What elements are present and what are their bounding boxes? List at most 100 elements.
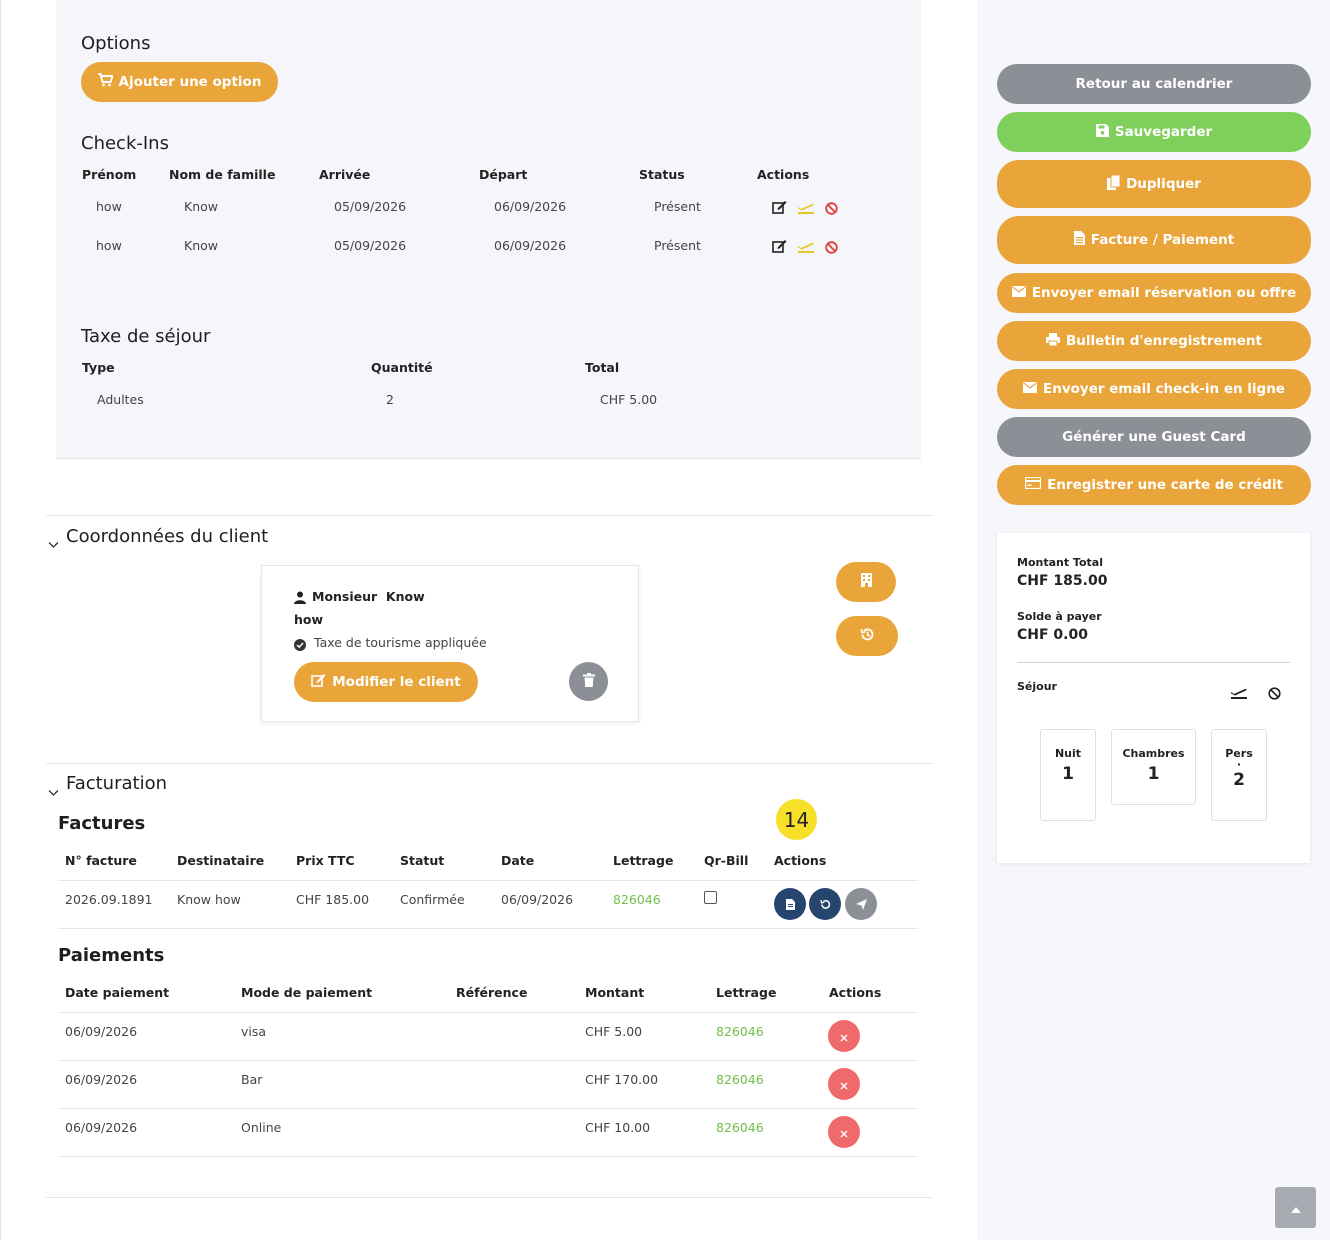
chevron-down-icon[interactable] <box>48 534 59 553</box>
qr-bill-checkbox[interactable] <box>704 891 717 904</box>
cancel-icon[interactable] <box>1268 685 1281 704</box>
scroll-to-top-button[interactable] <box>1275 1187 1316 1228</box>
envelope-icon <box>1023 381 1038 397</box>
checkin-depart: 06/09/2026 <box>494 199 567 214</box>
add-option-button[interactable]: Ajouter une option <box>81 62 278 102</box>
taxe-title: Taxe de séjour <box>81 326 211 347</box>
generate-guest-card-label: Générer une Guest Card <box>1062 429 1246 445</box>
trash-icon <box>582 672 595 691</box>
payments-title: Paiements <box>58 945 165 966</box>
chevron-down-icon[interactable] <box>48 782 59 801</box>
registration-form-button[interactable]: Bulletin d'enregistrement <box>997 321 1311 361</box>
company-button[interactable] <box>836 562 896 602</box>
edit-icon <box>311 673 326 691</box>
duplicate-button[interactable]: Dupliquer <box>997 160 1311 208</box>
plane-departure-icon[interactable] <box>797 199 815 218</box>
persons-box: Pers · 2 <box>1211 729 1267 821</box>
invoice-statut: Confirmée <box>400 892 465 907</box>
stay-label: Séjour <box>1017 680 1057 693</box>
invoice-header-actions: Actions <box>774 853 827 868</box>
send-checkin-email-button[interactable]: Envoyer email check-in en ligne <box>997 369 1311 409</box>
back-to-calendar-button[interactable]: Retour au calendrier <box>997 64 1311 104</box>
add-option-label: Ajouter une option <box>118 74 262 90</box>
payment-lettrage[interactable]: 826046 <box>716 1120 764 1135</box>
invoice-header-prix: Prix TTC <box>296 853 355 868</box>
client-name: Monsieur Know <box>312 589 425 604</box>
invoice-header-statut: Statut <box>400 853 445 868</box>
invoice-payment-button[interactable]: Facture / Paiement <box>997 216 1311 264</box>
persons-value: 2 <box>1233 770 1245 790</box>
credit-card-icon <box>1024 476 1042 493</box>
plane-departure-icon[interactable] <box>797 238 815 257</box>
page-left-border <box>0 0 1 1240</box>
payment-header-lettrage: Lettrage <box>716 985 777 1000</box>
payment-lettrage[interactable]: 826046 <box>716 1024 764 1039</box>
payment-lettrage[interactable]: 826046 <box>716 1072 764 1087</box>
document-icon <box>785 895 795 914</box>
table-divider <box>58 928 918 929</box>
regenerate-invoice-button[interactable] <box>809 888 841 920</box>
history-button[interactable] <box>836 616 898 656</box>
send-reservation-email-button[interactable]: Envoyer email réservation ou offre <box>997 273 1311 313</box>
checkin-prenom: how <box>96 238 122 253</box>
cancel-icon[interactable] <box>825 239 838 258</box>
edit-client-button[interactable]: Modifier le client <box>294 662 478 702</box>
table-divider <box>58 1012 918 1013</box>
summary-divider <box>1017 662 1290 663</box>
payment-mode: visa <box>241 1024 267 1039</box>
client-section-title[interactable]: Coordonnées du client <box>66 526 269 547</box>
delete-payment-button[interactable] <box>828 1116 860 1148</box>
rooms-label: Chambres <box>1122 747 1185 760</box>
registration-form-label: Bulletin d'enregistrement <box>1066 333 1262 349</box>
nights-value: 1 <box>1062 764 1074 784</box>
taxe-header-total: Total <box>585 360 620 375</box>
caret-up-icon <box>1290 1198 1301 1217</box>
invoice-header-qrbill: Qr-Bill <box>704 853 749 868</box>
send-checkin-email-label: Envoyer email check-in en ligne <box>1043 381 1285 397</box>
rooms-value: 1 <box>1147 764 1160 784</box>
checkins-header-status: Status <box>639 167 685 182</box>
persons-separator: · <box>1236 758 1242 771</box>
view-invoice-button[interactable] <box>774 888 806 920</box>
delete-payment-button[interactable] <box>828 1068 860 1100</box>
register-credit-card-label: Enregistrer une carte de crédit <box>1047 477 1283 493</box>
register-credit-card-button[interactable]: Enregistrer une carte de crédit <box>997 465 1311 505</box>
delete-client-button[interactable] <box>569 662 608 701</box>
taxe-header-type: Type <box>82 360 115 375</box>
client-first-name: how <box>294 612 324 627</box>
total-amount-value: CHF 185.00 <box>1017 573 1108 589</box>
table-divider <box>58 1060 918 1061</box>
payment-montant: CHF 10.00 <box>585 1120 651 1135</box>
checkins-header-arrivee: Arrivée <box>319 167 371 182</box>
close-icon <box>840 1027 848 1046</box>
generate-guest-card-button[interactable]: Générer une Guest Card <box>997 417 1311 457</box>
building-icon <box>860 573 872 591</box>
send-invoice-button[interactable] <box>845 888 877 920</box>
user-icon <box>294 589 306 608</box>
save-label: Sauvegarder <box>1114 124 1213 140</box>
close-icon <box>840 1075 848 1094</box>
checkin-status: Présent <box>654 199 701 214</box>
checkin-depart: 06/09/2026 <box>494 238 567 253</box>
plane-departure-icon[interactable] <box>1230 684 1248 703</box>
cancel-icon[interactable] <box>825 200 838 219</box>
total-amount-label: Montant Total <box>1017 556 1103 569</box>
balance-label: Solde à payer <box>1017 610 1102 623</box>
table-divider <box>58 880 918 881</box>
invoice-header-numero: N° facture <box>65 853 137 868</box>
checkins-title: Check-Ins <box>81 133 169 154</box>
invoice-lettrage[interactable]: 826046 <box>613 892 661 907</box>
edit-icon[interactable] <box>772 199 787 218</box>
envelope-icon <box>1011 285 1026 301</box>
print-icon <box>1046 332 1061 350</box>
delete-payment-button[interactable] <box>828 1020 860 1052</box>
edit-icon[interactable] <box>772 238 787 257</box>
payment-date: 06/09/2026 <box>65 1120 138 1135</box>
step-badge: 14 <box>776 799 817 840</box>
check-circle-icon <box>294 636 306 655</box>
invoice-destinataire: Know how <box>177 892 241 907</box>
save-button[interactable]: Sauvegarder <box>997 112 1311 152</box>
send-icon <box>855 895 867 914</box>
close-icon <box>840 1123 848 1142</box>
billing-section-title[interactable]: Facturation <box>66 773 168 794</box>
